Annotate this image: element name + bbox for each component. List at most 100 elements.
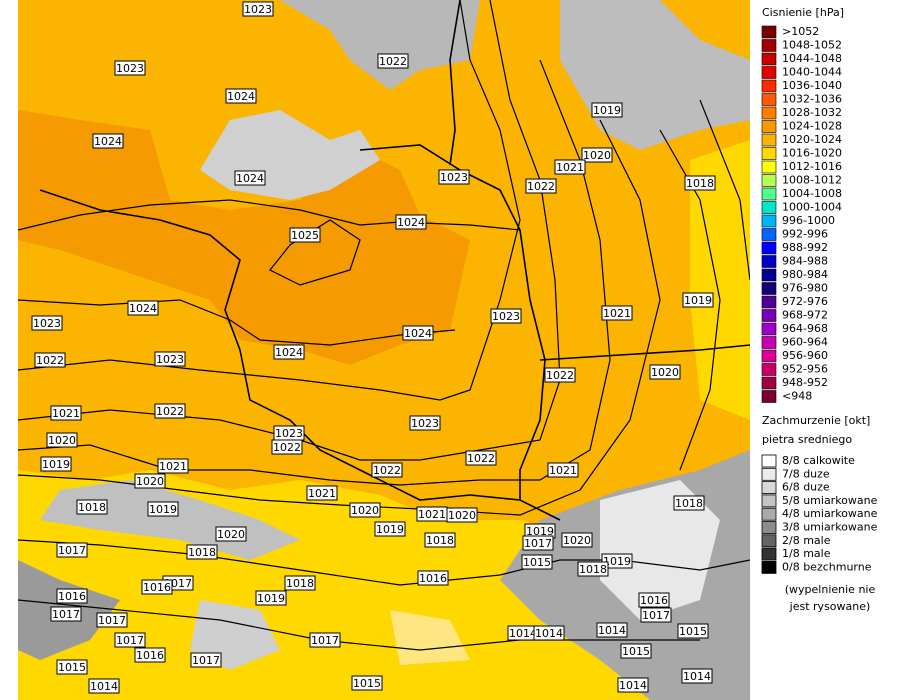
isobar-label: 1019 — [255, 590, 287, 606]
legend-swatch — [761, 507, 777, 521]
isobar-label: 1021 — [157, 458, 189, 474]
map-area — [17, 0, 751, 700]
label-box — [141, 579, 173, 595]
label-text: 1017 — [58, 544, 86, 557]
label-text: 1018 — [78, 501, 106, 514]
label-box — [596, 622, 628, 638]
legend-swatch — [761, 25, 777, 39]
label-text: 1022 — [546, 369, 574, 382]
label-box — [154, 351, 186, 367]
isobar-label: 1014 — [617, 677, 649, 693]
legend-label: 960-964 — [782, 336, 828, 349]
isobar-label: 1016 — [134, 647, 166, 663]
isobar-label: 1014 — [681, 668, 713, 684]
label-text: 1022 — [379, 55, 407, 68]
isobar-label: 1019 — [374, 521, 406, 537]
label-text: 1018 — [188, 546, 216, 559]
legend-swatch — [761, 201, 777, 214]
isobar-label: 1019 — [601, 553, 633, 569]
isobar-label: 1019 — [524, 523, 556, 539]
label-box — [684, 175, 716, 191]
label-text: 1021 — [549, 464, 577, 477]
label-text: 1019 — [526, 525, 554, 538]
isobar-label: 1021 — [601, 305, 633, 321]
label-box — [561, 532, 593, 548]
label-text: 1024 — [129, 302, 157, 315]
label-text: 1016 — [143, 581, 171, 594]
legend-swatch — [761, 174, 777, 187]
label-box — [601, 553, 633, 569]
label-box — [581, 147, 613, 163]
label-text: 1018 — [579, 563, 607, 576]
label-text: 1020 — [217, 528, 245, 541]
isobar-label: 1023 — [242, 1, 274, 17]
isobar-label: 1022 — [34, 352, 66, 368]
legend-swatch — [761, 322, 777, 336]
label-text: 1019 — [684, 294, 712, 307]
isobar-label: 1020 — [649, 364, 681, 380]
label-box — [402, 325, 434, 341]
legend-label: 956-960 — [782, 349, 828, 362]
label-text: 1023 — [156, 353, 184, 366]
label-box — [577, 561, 609, 577]
isobar-label: 1015 — [56, 659, 88, 675]
label-box — [46, 432, 78, 448]
legend-note: jest rysowane) — [789, 600, 871, 613]
label-text: 1024 — [397, 216, 425, 229]
legend-swatch — [761, 467, 777, 481]
label-text: 1016 — [136, 649, 164, 662]
isobar-label: 1017 — [56, 542, 88, 558]
legend-swatch — [761, 494, 777, 508]
label-text: 1017 — [311, 634, 339, 647]
isobar-label: 1018 — [76, 499, 108, 515]
legend-swatch — [761, 214, 777, 228]
label-text: 1020 — [351, 504, 379, 517]
isobar-label: 1015 — [677, 623, 709, 639]
label-box — [157, 458, 189, 474]
label-box — [289, 227, 321, 243]
legend-label: 968-972 — [782, 309, 828, 322]
label-text: 1023 — [440, 171, 468, 184]
label-text: 1014 — [598, 624, 626, 637]
legend-label: 976-980 — [782, 282, 828, 295]
legend-swatch — [761, 363, 777, 376]
isobar-label: 1024 — [92, 133, 124, 149]
legend-label: 7/8 duze — [782, 467, 830, 480]
isobar-label: 1023 — [273, 425, 305, 441]
isobar-label: 1016 — [141, 579, 173, 595]
legend-label: 980-984 — [782, 268, 828, 281]
isobar-label: 1016 — [417, 570, 449, 586]
isobar-label: 1014 — [88, 678, 120, 694]
label-text: 1020 — [448, 509, 476, 522]
label-box — [50, 606, 82, 622]
legend-swatch — [761, 390, 777, 403]
label-box — [309, 632, 341, 648]
legend-label: 948-952 — [782, 376, 828, 389]
label-box — [409, 415, 441, 431]
label-text: 1019 — [376, 523, 404, 536]
legend-swatch — [761, 376, 777, 390]
legend-swatch — [761, 133, 777, 147]
isobar-label: 1019 — [682, 292, 714, 308]
isobar-label: 1022 — [371, 462, 403, 478]
label-box — [34, 352, 66, 368]
isobar-label: 1020 — [215, 526, 247, 542]
isobar-label: 1015 — [620, 643, 652, 659]
label-box — [424, 532, 456, 548]
label-text: 1020 — [583, 149, 611, 162]
label-box — [306, 485, 338, 501]
legend-label: 1024-1028 — [782, 120, 842, 133]
label-text: 1024 — [275, 346, 303, 359]
label-box — [677, 623, 709, 639]
label-box — [225, 88, 257, 104]
isobar-label: 1015 — [521, 554, 553, 570]
label-box — [284, 575, 316, 591]
label-box — [190, 652, 222, 668]
isobar-label: 1019 — [40, 456, 72, 472]
legend-swatch — [761, 39, 777, 52]
legend-label: 8/8 calkowite — [782, 454, 855, 467]
isobar-label: 1017 — [522, 535, 554, 551]
label-text: 1022 — [373, 464, 401, 477]
legend-label: <948 — [782, 390, 812, 403]
